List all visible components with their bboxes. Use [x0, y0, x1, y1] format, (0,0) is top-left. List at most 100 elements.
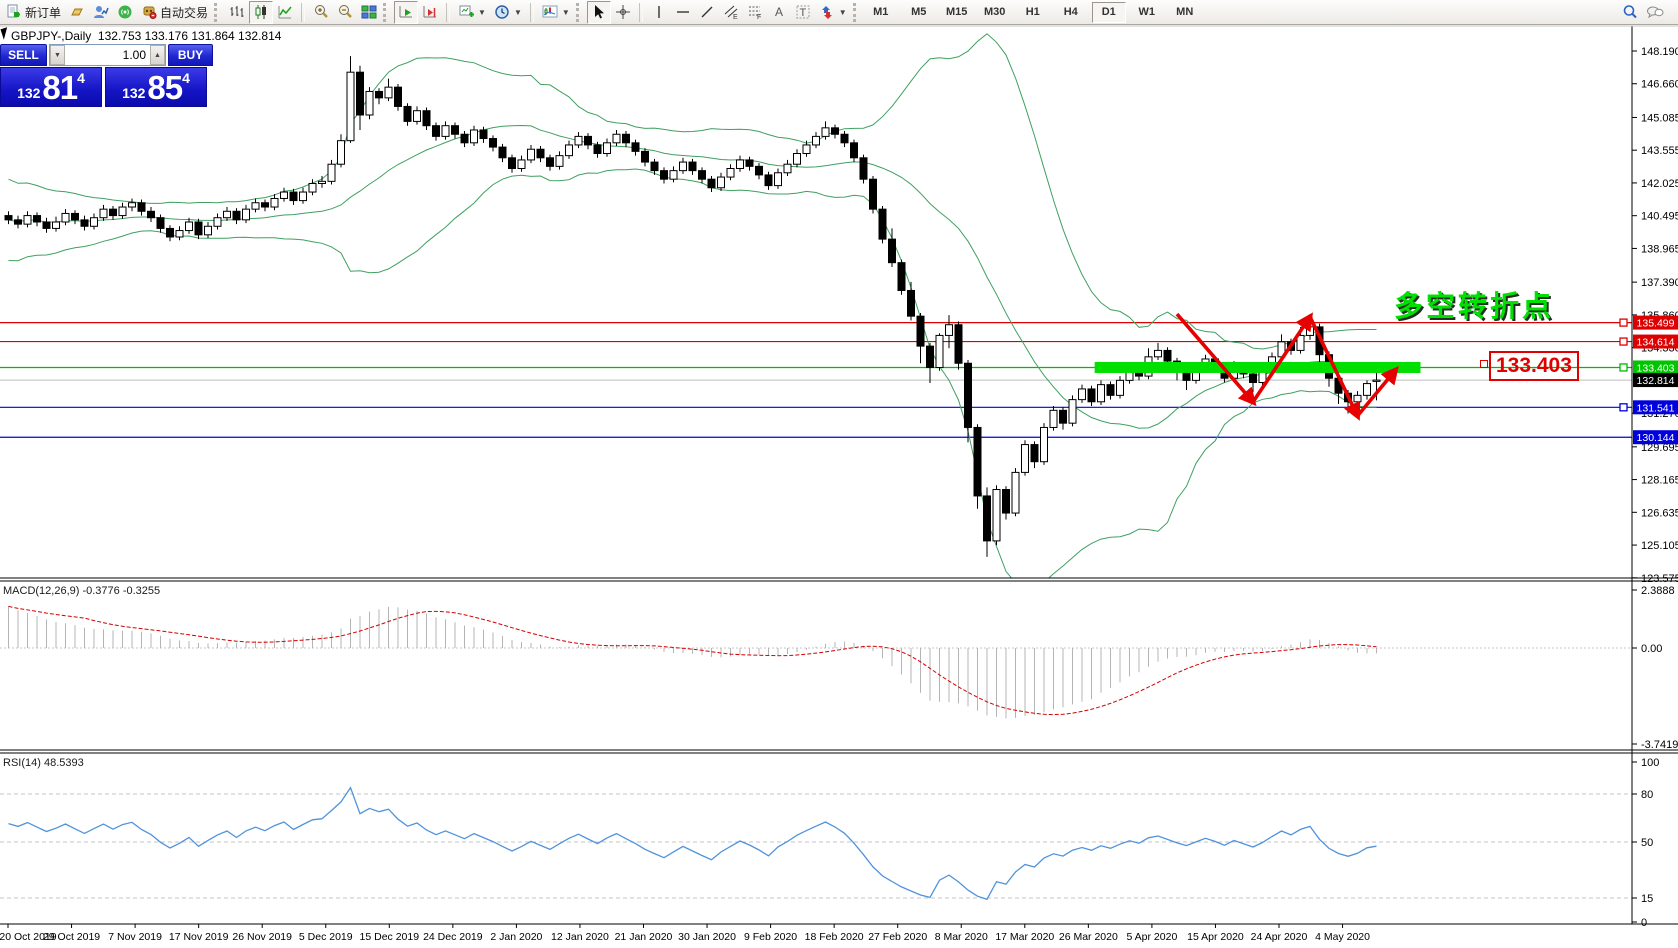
- vertical-line-button[interactable]: [647, 1, 671, 24]
- timeframe-w1[interactable]: W1: [1138, 5, 1155, 18]
- svg-text:20 Oct 2019: 20 Oct 2019: [0, 931, 57, 943]
- toolbar-grip[interactable]: [214, 2, 221, 22]
- svg-text:134.614: 134.614: [1637, 337, 1675, 349]
- indicators-button[interactable]: ▼: [538, 1, 574, 24]
- timeframe-mn[interactable]: MN: [1176, 5, 1194, 18]
- svg-text:12 Jan 2020: 12 Jan 2020: [551, 931, 609, 943]
- fibonacci-button[interactable]: F: [743, 1, 767, 24]
- toolbar-grip[interactable]: [383, 2, 390, 22]
- svg-text:24 Apr 2020: 24 Apr 2020: [1251, 931, 1308, 943]
- svg-text:133.403: 133.403: [1637, 362, 1675, 374]
- macd-label: MACD(12,26,9) -0.3776 -0.3255: [3, 585, 161, 597]
- svg-text:0: 0: [1641, 917, 1647, 929]
- auto-scroll-button[interactable]: [394, 0, 419, 24]
- svg-text:30 Jan 2020: 30 Jan 2020: [678, 931, 736, 943]
- rsi-axis[interactable]: 100 80 50 15 0: [1632, 757, 1659, 929]
- svg-text:17 Mar 2020: 17 Mar 2020: [995, 931, 1054, 943]
- zoom-out-button[interactable]: [333, 1, 357, 24]
- chat-button[interactable]: [1642, 1, 1666, 24]
- new-chart-button[interactable]: ▼: [454, 1, 490, 24]
- clock-icon: [494, 4, 510, 20]
- support-highlight-bar[interactable]: [1094, 361, 1421, 373]
- auto-trading-button[interactable]: 自动交易: [137, 1, 212, 24]
- rsi-label: RSI(14) 48.5393: [3, 757, 84, 769]
- svg-text:5 Apr 2020: 5 Apr 2020: [1127, 931, 1178, 943]
- chart-shift-button[interactable]: [418, 1, 442, 24]
- text-label-button[interactable]: T: [791, 1, 815, 24]
- timeframe-h4[interactable]: H4: [1063, 5, 1078, 18]
- new-order-button[interactable]: 新订单: [2, 1, 65, 24]
- sell-price-button[interactable]: 132 81 4: [0, 67, 102, 107]
- arrows-button[interactable]: ▼: [815, 1, 851, 24]
- timeframe-m30[interactable]: M30: [984, 5, 1006, 18]
- zoom-in-icon: [313, 4, 329, 20]
- profile-button[interactable]: [89, 1, 113, 24]
- toolbar-separator: [301, 2, 306, 22]
- text-button[interactable]: A: [767, 1, 791, 24]
- volume-decrease-button[interactable]: ▼: [50, 45, 65, 65]
- svg-text:126.635: 126.635: [1641, 507, 1678, 519]
- svg-text:18 Feb 2020: 18 Feb 2020: [805, 931, 864, 943]
- fibonacci-icon: F: [747, 4, 763, 21]
- robot-icon: [141, 4, 157, 20]
- toolbar-grip[interactable]: [852, 2, 860, 22]
- svg-text:-3.7419: -3.7419: [1641, 739, 1678, 751]
- volume-increase-button[interactable]: ▲: [150, 45, 165, 65]
- svg-text:8 Mar 2020: 8 Mar 2020: [935, 931, 988, 943]
- zoom-in-button[interactable]: [309, 1, 333, 24]
- line-anchor-squares[interactable]: [1619, 318, 1628, 412]
- svg-text:F: F: [757, 14, 761, 20]
- macd-axis[interactable]: 2.3888 0.00 -3.7419: [1632, 585, 1678, 751]
- timeframe-m15[interactable]: M15: [946, 5, 968, 18]
- svg-text:148.190: 148.190: [1641, 46, 1678, 58]
- timeframe-d1[interactable]: D1: [1091, 1, 1126, 23]
- line-chart-mode-button[interactable]: [273, 1, 297, 24]
- sell-tab[interactable]: SELL: [0, 44, 47, 66]
- turning-point-annotation[interactable]: 多空转折点: [1394, 291, 1555, 323]
- timeframe-m5[interactable]: M5: [911, 5, 927, 18]
- gold-ingot-icon: [69, 4, 85, 20]
- volume-value[interactable]: 1.00: [122, 48, 146, 62]
- toolbar-separator: [529, 2, 534, 22]
- callout-anchor-square[interactable]: [1480, 360, 1488, 368]
- svg-text:140.495: 140.495: [1641, 211, 1678, 223]
- new-order-label: 新订单: [25, 5, 62, 20]
- buy-tab[interactable]: BUY: [168, 44, 213, 66]
- svg-text:80: 80: [1641, 789, 1653, 801]
- svg-text:15: 15: [1641, 893, 1653, 905]
- timeframe-m1[interactable]: M1: [873, 5, 889, 18]
- buy-price-button[interactable]: 132 85 4: [105, 67, 207, 107]
- vertical-line-icon: [651, 4, 667, 20]
- buy-price-prefix: 132: [122, 85, 146, 101]
- svg-text:0.00: 0.00: [1641, 643, 1662, 655]
- crosshair-button[interactable]: [611, 1, 635, 24]
- equidistant-channel-button[interactable]: E: [719, 1, 743, 24]
- price-axis[interactable]: 148.190 146.660 145.085 143.555 142.025 140.4…: [1632, 46, 1678, 585]
- tile-windows-icon: [361, 4, 377, 20]
- svg-text:7 Nov 2019: 7 Nov 2019: [108, 931, 162, 943]
- search-button[interactable]: [1618, 1, 1642, 24]
- candlestick-mode-button[interactable]: [249, 0, 274, 24]
- tile-windows-button[interactable]: [357, 1, 381, 24]
- toolbar-grip[interactable]: [575, 2, 583, 22]
- bar-chart-mode-button[interactable]: [225, 1, 249, 24]
- svg-text:26 Nov 2019: 26 Nov 2019: [232, 931, 292, 943]
- signals-button[interactable]: [113, 1, 137, 24]
- svg-text:145.085: 145.085: [1641, 112, 1678, 124]
- market-watch-button[interactable]: [65, 1, 89, 24]
- dropdown-arrow-icon: ▼: [478, 7, 486, 17]
- buy-price-main: 85: [147, 69, 183, 106]
- timeframe-h1[interactable]: H1: [1025, 5, 1040, 18]
- zigzag-arrows[interactable]: [1175, 312, 1399, 421]
- svg-text:24 Dec 2019: 24 Dec 2019: [423, 931, 483, 943]
- profiles-button[interactable]: ▼: [490, 1, 526, 24]
- price-callout-label[interactable]: 133.403: [1489, 351, 1579, 381]
- trendline-button[interactable]: [695, 1, 719, 24]
- svg-text:131.541: 131.541: [1637, 402, 1675, 414]
- horizontal-line-button[interactable]: [671, 1, 695, 24]
- svg-text:15 Dec 2019: 15 Dec 2019: [360, 931, 420, 943]
- buy-price-pip: 4: [182, 70, 190, 86]
- cursor-button[interactable]: [586, 0, 611, 24]
